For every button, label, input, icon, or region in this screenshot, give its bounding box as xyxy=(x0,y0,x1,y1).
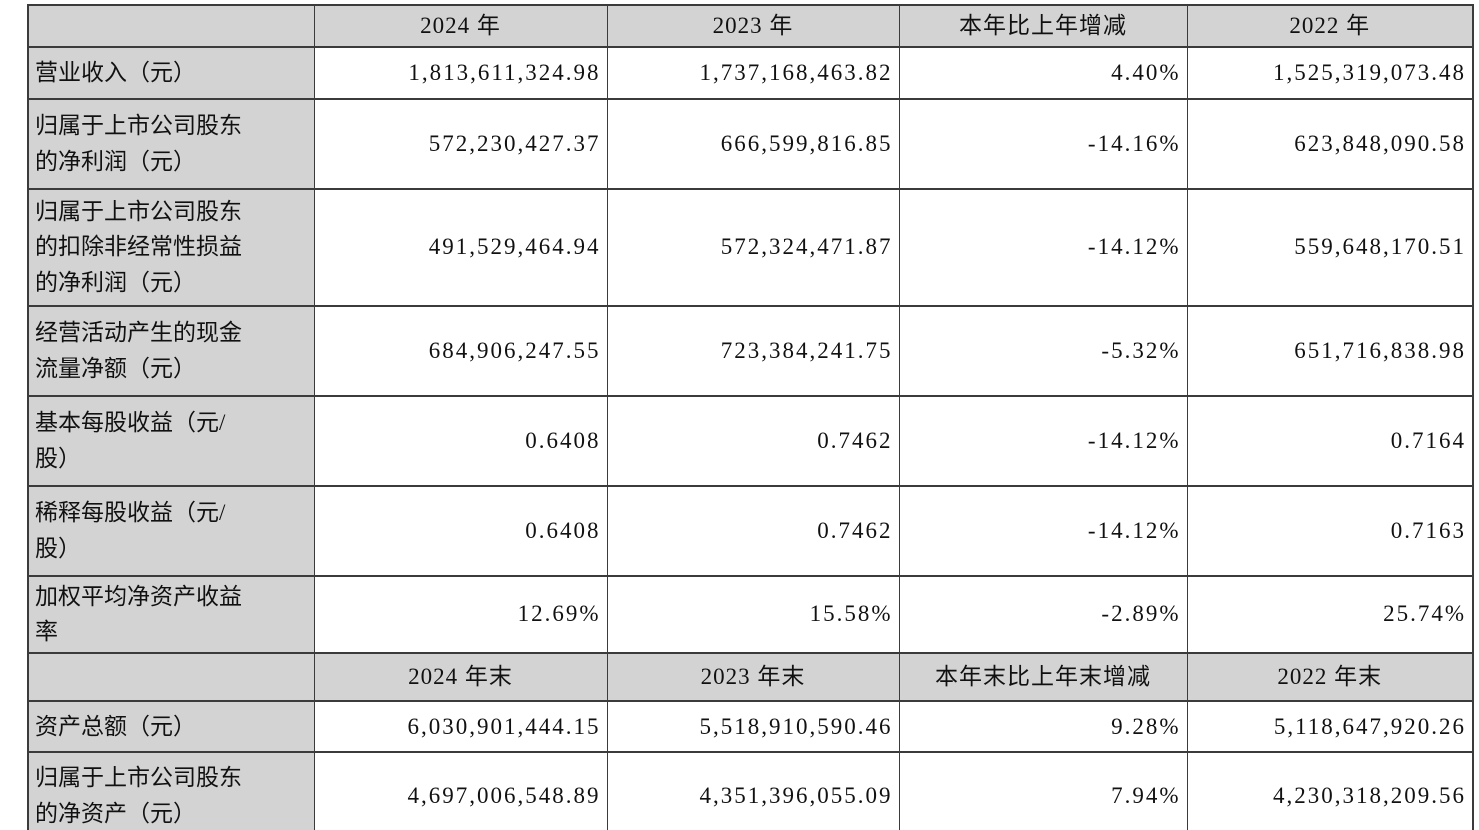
cell-change: -14.16% xyxy=(898,97,1188,190)
cell-2022: 4,230,318,209.56 xyxy=(1186,750,1474,830)
cell-2024: 1,813,611,324.98 xyxy=(313,45,608,100)
cell-change: -5.32% xyxy=(898,304,1188,397)
cell-change: -14.12% xyxy=(898,187,1188,307)
cell-change: 7.94% xyxy=(898,750,1188,830)
cell-2022: 5,118,647,920.26 xyxy=(1186,699,1474,753)
corner-cell xyxy=(27,4,315,48)
row-label: 基本每股收益（元/ 股） xyxy=(27,394,315,487)
table-row-net-profit-excl-nonrecurring: 归属于上市公司股东 的扣除非经常性损益 的净利润（元） 491,529,464.… xyxy=(27,187,1474,307)
cell-2022: 623,848,090.58 xyxy=(1186,97,1474,190)
cell-2023: 4,351,396,055.09 xyxy=(606,750,900,830)
col-header-yoy-change: 本年比上年增减 xyxy=(898,4,1188,48)
cell-2024: 0.6408 xyxy=(313,394,608,487)
cell-2022: 0.7163 xyxy=(1186,484,1474,577)
cell-2023: 723,384,241.75 xyxy=(606,304,900,397)
cell-2023: 0.7462 xyxy=(606,394,900,487)
row-label: 稀释每股收益（元/ 股） xyxy=(27,484,315,577)
row-label: 归属于上市公司股东 的净资产（元） xyxy=(27,750,315,830)
cell-2024: 491,529,464.94 xyxy=(313,187,608,307)
col-header-eoy-change: 本年末比上年末增减 xyxy=(898,651,1188,702)
col-header-2023: 2023 年 xyxy=(606,4,900,48)
cell-2022: 559,648,170.51 xyxy=(1186,187,1474,307)
financial-summary-table: 2024 年 2023 年 本年比上年增减 2022 年 营业收入（元） 1,8… xyxy=(27,4,1474,830)
row-label: 归属于上市公司股东 的净利润（元） xyxy=(27,97,315,190)
table-row-net-assets: 归属于上市公司股东 的净资产（元） 4,697,006,548.89 4,351… xyxy=(27,750,1474,830)
col-header-2022: 2022 年 xyxy=(1186,4,1474,48)
table-row-net-profit: 归属于上市公司股东 的净利润（元） 572,230,427.37 666,599… xyxy=(27,97,1474,190)
cell-2022: 0.7164 xyxy=(1186,394,1474,487)
cell-2023: 572,324,471.87 xyxy=(606,187,900,307)
table-row-total-assets: 资产总额（元） 6,030,901,444.15 5,518,910,590.4… xyxy=(27,699,1474,753)
cell-2024: 4,697,006,548.89 xyxy=(313,750,608,830)
cell-2023: 0.7462 xyxy=(606,484,900,577)
cell-2023: 1,737,168,463.82 xyxy=(606,45,900,100)
corner-cell xyxy=(27,651,315,702)
cell-change: -2.89% xyxy=(898,574,1188,654)
row-label: 经营活动产生的现金 流量净额（元） xyxy=(27,304,315,397)
cell-2024: 0.6408 xyxy=(313,484,608,577)
table-row-operating-cash-flow: 经营活动产生的现金 流量净额（元） 684,906,247.55 723,384… xyxy=(27,304,1474,397)
cell-2024: 684,906,247.55 xyxy=(313,304,608,397)
row-label: 资产总额（元） xyxy=(27,699,315,753)
table-header-row-eoy: 2024 年末 2023 年末 本年末比上年末增减 2022 年末 xyxy=(27,651,1474,702)
cell-change: 9.28% xyxy=(898,699,1188,753)
cell-2024: 12.69% xyxy=(313,574,608,654)
cell-2022: 651,716,838.98 xyxy=(1186,304,1474,397)
cell-change: -14.12% xyxy=(898,484,1188,577)
table-row-weighted-avg-roe: 加权平均净资产收益 率 12.69% 15.58% -2.89% 25.74% xyxy=(27,574,1474,654)
col-header-2024: 2024 年 xyxy=(313,4,608,48)
table-header-row-annual: 2024 年 2023 年 本年比上年增减 2022 年 xyxy=(27,4,1474,48)
cell-2022: 1,525,319,073.48 xyxy=(1186,45,1474,100)
col-header-2024-eoy: 2024 年末 xyxy=(313,651,608,702)
row-label: 加权平均净资产收益 率 xyxy=(27,574,315,654)
table-row-revenue: 营业收入（元） 1,813,611,324.98 1,737,168,463.8… xyxy=(27,45,1474,100)
table-row-basic-eps: 基本每股收益（元/ 股） 0.6408 0.7462 -14.12% 0.716… xyxy=(27,394,1474,487)
row-label: 归属于上市公司股东 的扣除非经常性损益 的净利润（元） xyxy=(27,187,315,307)
row-label: 营业收入（元） xyxy=(27,45,315,100)
col-header-2023-eoy: 2023 年末 xyxy=(606,651,900,702)
cell-change: 4.40% xyxy=(898,45,1188,100)
col-header-2022-eoy: 2022 年末 xyxy=(1186,651,1474,702)
cell-2022: 25.74% xyxy=(1186,574,1474,654)
cell-2024: 572,230,427.37 xyxy=(313,97,608,190)
cell-2023: 666,599,816.85 xyxy=(606,97,900,190)
cell-2024: 6,030,901,444.15 xyxy=(313,699,608,753)
cell-2023: 5,518,910,590.46 xyxy=(606,699,900,753)
cell-2023: 15.58% xyxy=(606,574,900,654)
cell-change: -14.12% xyxy=(898,394,1188,487)
table-row-diluted-eps: 稀释每股收益（元/ 股） 0.6408 0.7462 -14.12% 0.716… xyxy=(27,484,1474,577)
